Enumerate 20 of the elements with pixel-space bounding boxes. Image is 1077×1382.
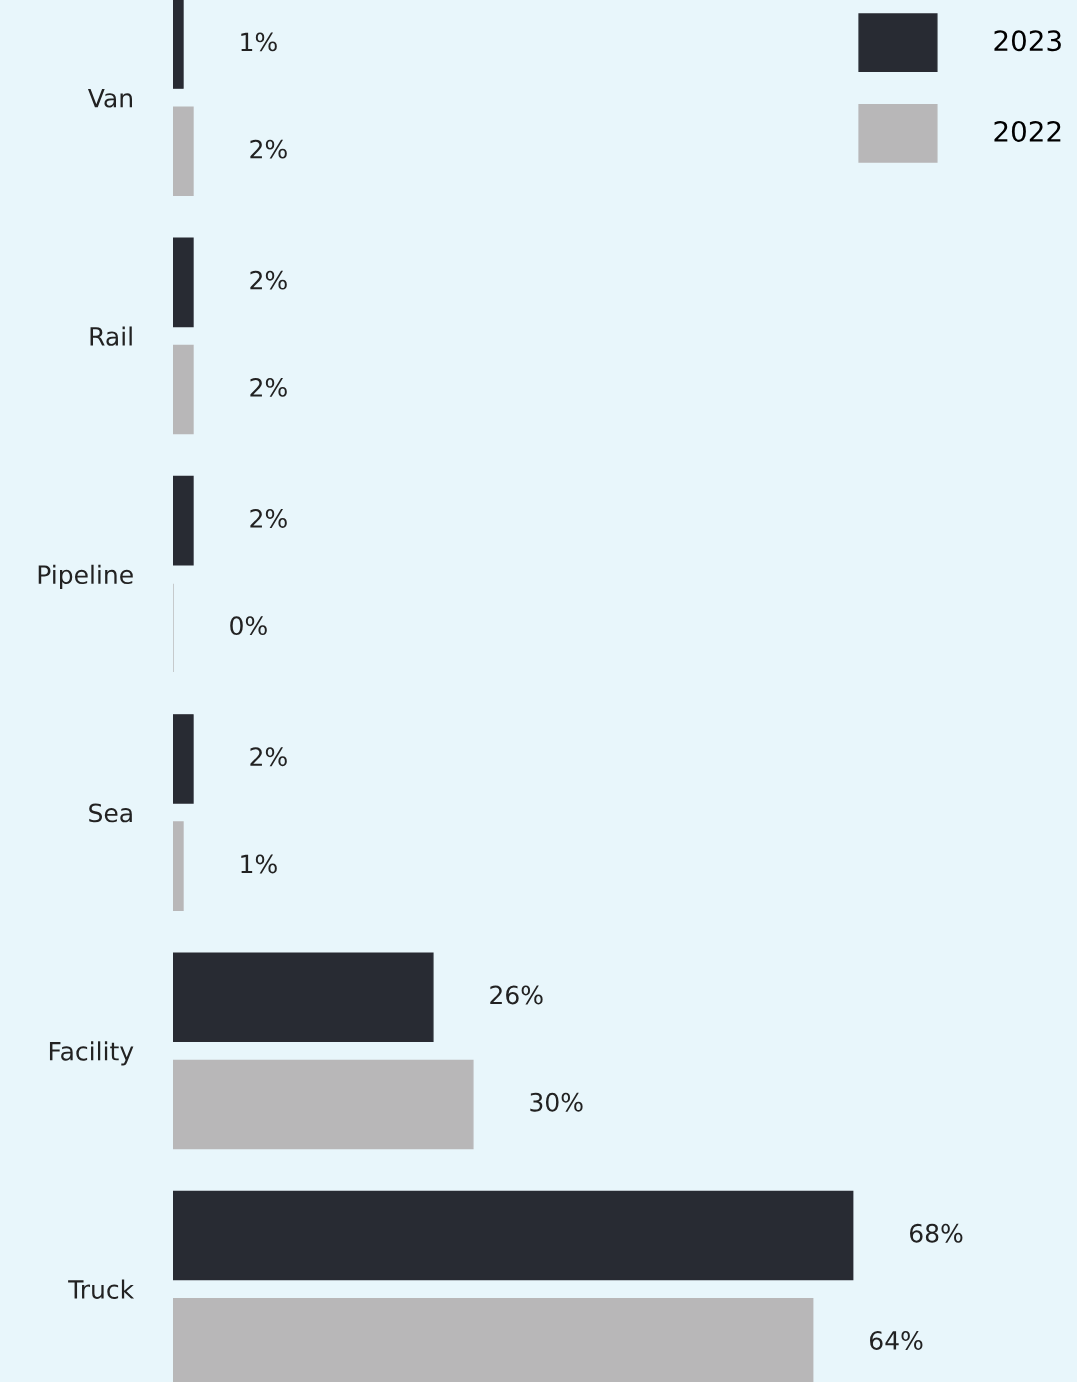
y-tick-label: Sea (89, 803, 132, 823)
y-tick-label: Van (87, 88, 132, 108)
data-label: 2% (250, 377, 287, 397)
data-label: 64% (870, 1331, 923, 1350)
data-label: 2% (250, 139, 287, 159)
data-label: 2% (250, 747, 287, 767)
data-label: 68% (910, 1223, 963, 1243)
data-label: 30% (530, 1092, 583, 1112)
legend-label: 2022 (994, 120, 1061, 142)
data-label: 2% (250, 508, 287, 528)
y-tick-label: Facility (49, 1041, 134, 1066)
y-tick-label: Truck (68, 1279, 135, 1299)
y-tick-label: Rail (90, 326, 132, 346)
data-label: 1% (241, 32, 277, 52)
data-label: 1% (241, 854, 277, 874)
data-label: 2% (250, 270, 287, 290)
legend-label: 2023 (994, 30, 1061, 52)
data-label: 26% (490, 985, 543, 1005)
data-label: 0% (230, 616, 267, 636)
y-tick-label: Pipeline (38, 564, 133, 589)
